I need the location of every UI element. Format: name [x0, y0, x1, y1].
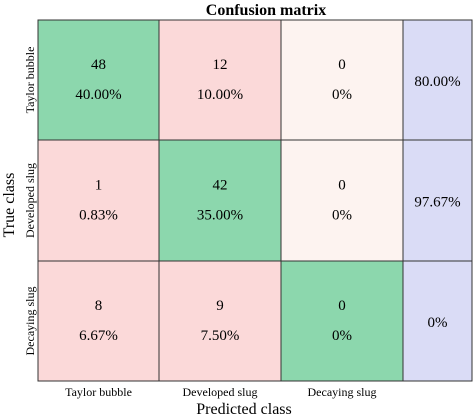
- cell-count: 12: [213, 57, 228, 73]
- y-axis-label: True class: [1, 173, 18, 238]
- cell-2-1: [158, 260, 282, 382]
- cell-1-0: [37, 139, 160, 262]
- x-tick-label: Decaying slug: [308, 385, 377, 399]
- cell-1-2: [280, 139, 404, 262]
- cell-count: 9: [216, 298, 224, 314]
- cell-percent: 0%: [332, 87, 352, 103]
- row-summary-cell: [402, 260, 473, 382]
- cell-percent: 0%: [332, 208, 352, 224]
- cell-count: 0: [338, 57, 346, 73]
- cell-1-1: [158, 139, 282, 262]
- chart-title: Confusion matrix: [206, 2, 326, 19]
- cell-percent: 0.83%: [79, 208, 118, 224]
- row-accuracy: 0%: [428, 315, 448, 331]
- row-summary-cell: [402, 19, 473, 141]
- cell-2-0: [37, 260, 160, 382]
- x-tick-label: Taylor bubble: [65, 385, 132, 399]
- cell-0-0: [37, 19, 160, 141]
- cell-2-2: [280, 260, 404, 382]
- x-axis-label: Predicted class: [196, 401, 292, 416]
- cell-count: 8: [95, 298, 103, 314]
- x-tick-labels: Taylor bubble Developed slug Decaying slug: [65, 385, 376, 399]
- cell-percent: 0%: [332, 328, 352, 344]
- row-summary-cell: [402, 139, 473, 262]
- y-tick-label: Developed slug: [23, 163, 37, 238]
- matrix-cells: 48 40.00% 12 10.00% 0 0% 80.00% 1 0.83% 42 35.00% 0…: [37, 19, 473, 382]
- row-accuracy: 80.00%: [414, 74, 460, 90]
- cell-percent: 40.00%: [75, 87, 121, 103]
- cell-0-1: [158, 19, 282, 141]
- cell-count: 1: [95, 178, 103, 194]
- cell-0-2: [280, 19, 404, 141]
- y-tick-label: Taylor bubble: [23, 47, 37, 114]
- cell-count: 48: [91, 57, 106, 73]
- cell-percent: 6.67%: [79, 328, 118, 344]
- y-tick-label: Decaying slug: [23, 287, 37, 356]
- cell-count: 0: [338, 298, 346, 314]
- row-accuracy: 97.67%: [414, 195, 460, 211]
- cell-percent: 7.50%: [201, 328, 240, 344]
- cell-count: 42: [213, 178, 228, 194]
- y-tick-labels: Taylor bubble Developed slug Decaying slug: [23, 47, 37, 356]
- cell-percent: 35.00%: [197, 208, 243, 224]
- cell-percent: 10.00%: [197, 87, 243, 103]
- cell-count: 0: [338, 178, 346, 194]
- x-tick-label: Developed slug: [183, 385, 258, 399]
